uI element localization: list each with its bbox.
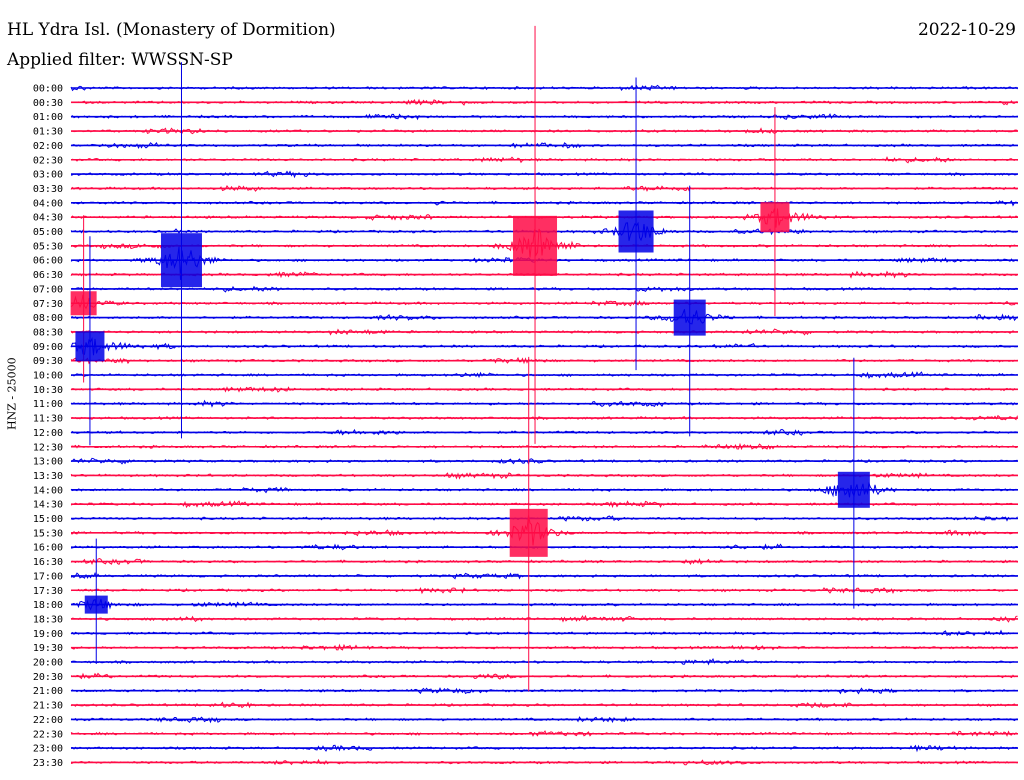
time-tick-label: 03:30 <box>33 184 63 195</box>
event-burst <box>837 471 870 508</box>
filter-label: Applied filter: WWSSN-SP <box>7 50 233 70</box>
time-tick-label: 21:00 <box>33 686 63 697</box>
time-tick-label: 05:30 <box>33 241 63 252</box>
event-burst <box>618 210 654 253</box>
time-tick-label: 19:00 <box>33 629 63 640</box>
time-tick-label: 14:00 <box>33 485 63 496</box>
time-tick-label: 04:30 <box>33 213 63 224</box>
time-tick-label: 09:30 <box>33 356 63 367</box>
time-tick-label: 01:00 <box>33 112 63 123</box>
time-tick-label: 08:00 <box>33 313 63 324</box>
time-tick-label: 09:00 <box>33 342 63 353</box>
time-tick-label: 07:30 <box>33 299 63 310</box>
event-burst <box>160 233 202 288</box>
time-tick-label: 19:30 <box>33 643 63 654</box>
time-tick-label: 03:00 <box>33 170 63 181</box>
time-tick-label: 17:30 <box>33 586 63 597</box>
seismic-trace <box>70 309 1018 325</box>
time-tick-label: 15:00 <box>33 514 63 525</box>
time-tick-label: 11:30 <box>33 414 63 425</box>
time-tick-label: 10:30 <box>33 385 63 396</box>
time-tick-label: 14:30 <box>33 500 63 511</box>
time-tick-label: 02:00 <box>33 141 63 152</box>
time-tick-label: 20:30 <box>33 672 63 683</box>
time-tick-label: 05:00 <box>33 227 63 238</box>
time-tick-label: 01:30 <box>33 127 63 138</box>
event-burst <box>70 291 97 316</box>
time-tick-label: 22:00 <box>33 715 63 726</box>
station-title: HL Ydra Isl. (Monastery of Dormition) <box>7 20 336 40</box>
time-tick-label: 07:00 <box>33 284 63 295</box>
time-tick-label: 06:30 <box>33 270 63 281</box>
time-tick-label: 22:30 <box>33 729 63 740</box>
time-tick-label: 12:00 <box>33 428 63 439</box>
time-tick-label: 10:00 <box>33 371 63 382</box>
time-tick-label: 21:30 <box>33 701 63 712</box>
event-burst <box>75 331 105 362</box>
time-tick-label: 12:30 <box>33 442 63 453</box>
time-tick-label: 02:30 <box>33 155 63 166</box>
event-burst <box>760 202 790 233</box>
time-tick-label: 13:00 <box>33 457 63 468</box>
time-tick-label: 20:00 <box>33 658 63 669</box>
time-tick-label: 13:30 <box>33 471 63 482</box>
time-tick-label: 18:00 <box>33 600 63 611</box>
time-tick-label: 06:00 <box>33 256 63 267</box>
time-tick-label: 17:00 <box>33 571 63 582</box>
time-tick-label: 15:30 <box>33 528 63 539</box>
event-burst <box>84 595 108 614</box>
time-tick-label: 23:30 <box>33 758 63 769</box>
time-tick-label: 08:30 <box>33 327 63 338</box>
time-tick-label: 16:30 <box>33 557 63 568</box>
event-burst <box>673 299 706 336</box>
event-burst <box>509 508 548 557</box>
time-tick-label: 11:00 <box>33 399 63 410</box>
seismic-trace <box>70 294 1018 310</box>
time-tick-label: 00:00 <box>33 84 63 95</box>
time-tick-label: 04:00 <box>33 198 63 209</box>
time-tick-label: 18:30 <box>33 614 63 625</box>
time-tick-label: 16:00 <box>33 543 63 554</box>
plot-date: 2022-10-29 <box>917 20 1016 40</box>
event-burst <box>513 215 558 276</box>
time-tick-label: 23:00 <box>33 744 63 755</box>
time-tick-label: 00:30 <box>33 98 63 109</box>
